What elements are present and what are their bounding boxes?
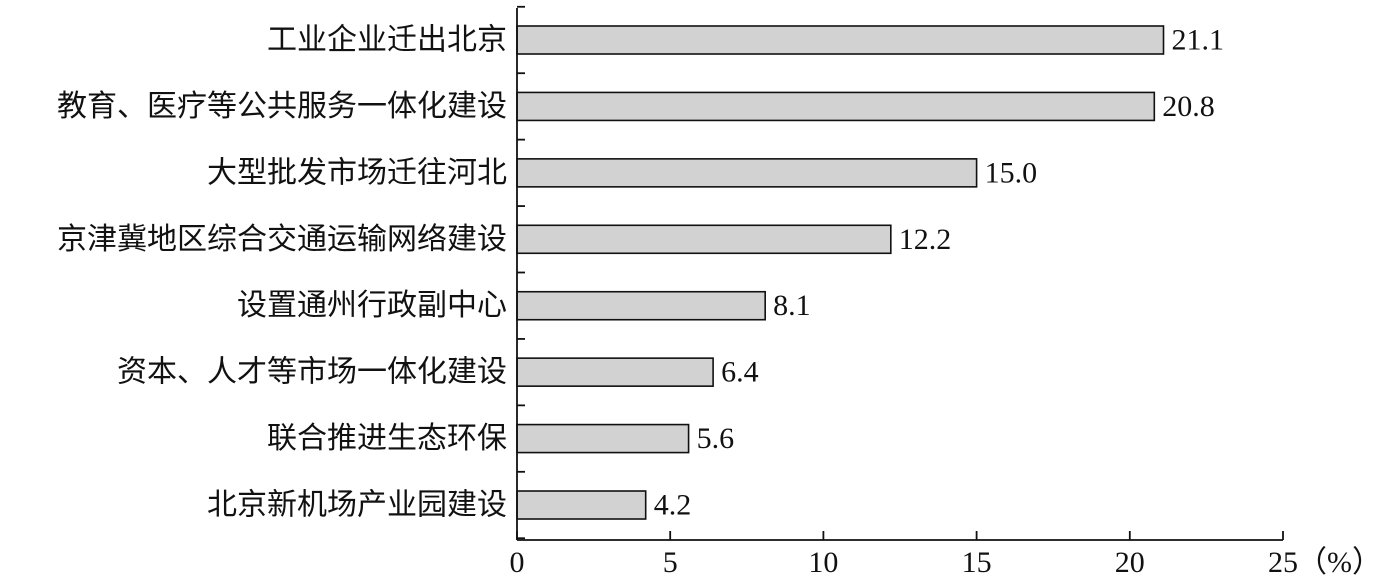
bar [516,423,690,454]
category-label: 设置通州行政副中心 [237,288,507,323]
data-label: 4.2 [654,489,692,522]
x-tick-label: 0 [510,546,525,579]
category-label: 京津冀地区综合交通运输网络建设 [57,222,507,257]
x-tick-label: 5 [663,546,678,579]
bar [516,25,1165,55]
category-label: 联合推进生态环保 [267,421,507,456]
data-label: 5.6 [697,422,735,455]
axes [516,5,1283,541]
data-label: 12.2 [899,223,952,256]
x-tick-label: 15 [962,546,992,579]
x-axis-ticks: 0 5 10 15 20 25 [510,531,1298,579]
data-label: 21.1 [1172,24,1225,57]
bar [516,490,647,520]
category-labels: 工业企业迁出北京教育、医疗等公共服务一体化建设大型批发市场迁往河北京津冀地区综合… [57,23,507,523]
x-tick-label: 10 [808,546,838,579]
category-label: 教育、医疗等公共服务一体化建设 [57,89,507,124]
bar [516,91,1156,122]
bar [516,224,892,255]
bar [516,158,978,188]
value-labels: 21.1 20.8 15.0 12.2 8.1 6.4 5.6 4.2 [654,24,1224,522]
x-axis-unit-label: （%） [1297,546,1376,579]
category-label: 大型批发市场迁往河北 [207,155,507,190]
x-tick-label: 20 [1115,546,1145,579]
category-label: 北京新机场产业园建设 [207,488,507,523]
data-label: 20.8 [1162,90,1215,123]
category-label: 工业企业迁出北京 [267,23,507,58]
category-label: 资本、人才等市场一体化建设 [117,355,507,390]
data-label: 8.1 [773,289,811,322]
data-label: 6.4 [721,356,759,389]
bar [516,290,766,321]
bars-layer [516,25,1165,520]
data-label: 15.0 [985,156,1038,189]
bar [516,357,714,387]
x-tick-label: 25 [1268,546,1298,579]
